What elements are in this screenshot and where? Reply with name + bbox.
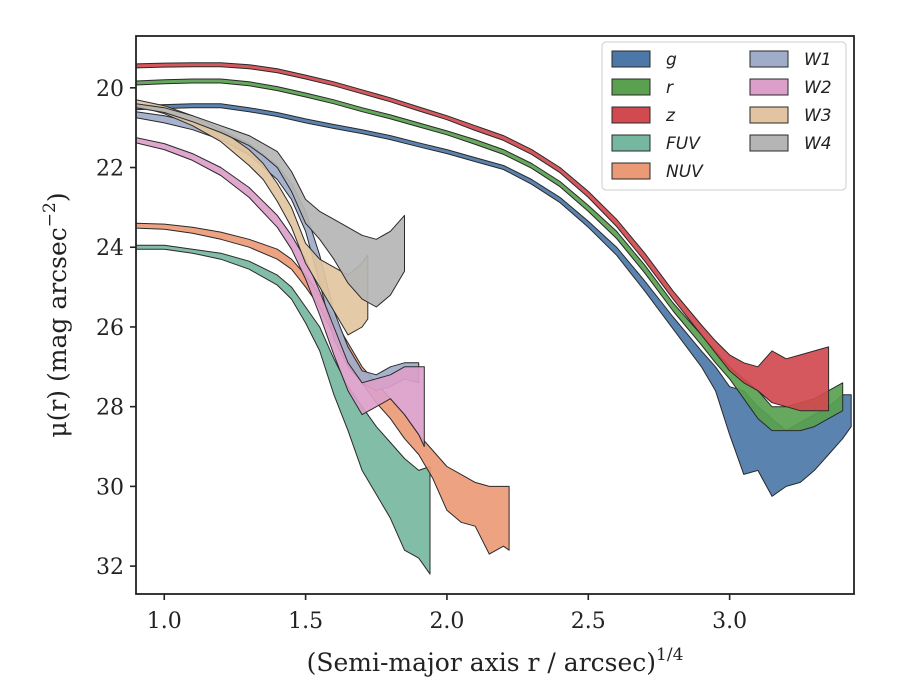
y-tick-label: 26: [96, 316, 124, 341]
legend-item-w1: W1: [749, 50, 832, 70]
legend-label: z: [665, 106, 676, 126]
legend-swatch: [749, 78, 789, 96]
x-tick-label: 1.0: [147, 609, 182, 634]
legend-item-fuv: FUV: [611, 134, 701, 154]
band-w2: [136, 137, 425, 447]
y-tick-label: 32: [96, 555, 124, 580]
legend-label: W1: [804, 50, 832, 70]
x-tick-label: 2.5: [571, 609, 606, 634]
legend-label: NUV: [666, 162, 704, 182]
band-w3: [136, 99, 369, 336]
legend-item-w4: W4: [749, 134, 832, 154]
y-axis: 20 22 24 26 28 30 32: [96, 77, 136, 580]
legend-item-nuv: NUV: [611, 162, 704, 182]
plot-frame: [135, 35, 855, 595]
legend-swatch: [611, 162, 651, 180]
legend-item-g: g: [611, 50, 677, 70]
legend-label: W3: [804, 106, 832, 126]
band-fuv: [136, 244, 431, 575]
x-tick-label: 2.0: [429, 609, 464, 634]
y-axis-label: μ(r) (mag arcsec−2): [40, 192, 72, 437]
legend: grz FUV NUV W1 W2 W3 W4: [601, 41, 847, 191]
legend-swatch: [749, 50, 789, 68]
x-tick-label: 3.0: [712, 609, 747, 634]
x-axis: 1.0 1.5 2.0 2.5 3.0: [147, 594, 747, 634]
y-tick-label: 28: [96, 396, 124, 421]
x-axis-label: (Semi-major axis r / arcsec)1/4: [307, 645, 684, 677]
band-r: [136, 78, 844, 432]
legend-swatch: [611, 78, 651, 96]
legend-item-w3: W3: [749, 106, 832, 126]
legend-swatch: [611, 106, 651, 124]
legend-label: FUV: [666, 134, 701, 154]
y-tick-label: 30: [96, 475, 124, 500]
legend-swatch: [749, 106, 789, 124]
legend-swatch: [749, 134, 789, 152]
band-g: [136, 103, 852, 497]
legend-label: W2: [804, 78, 832, 98]
legend-label: g: [666, 50, 677, 70]
legend-label: r: [666, 78, 674, 98]
legend-item-z: z: [611, 106, 676, 126]
legend-item-r: r: [611, 78, 674, 98]
legend-label: W4: [804, 134, 832, 154]
y-tick-label: 22: [96, 157, 124, 182]
legend-swatch: [611, 134, 651, 152]
band-z: [136, 62, 830, 412]
legend-item-w2: W2: [749, 78, 832, 98]
legend-swatch: [611, 50, 651, 68]
y-tick-label: 20: [96, 77, 124, 102]
x-tick-label: 1.5: [288, 609, 323, 634]
band-w4: [136, 103, 405, 308]
y-tick-label: 24: [96, 236, 124, 261]
chart-bands: [136, 62, 852, 575]
